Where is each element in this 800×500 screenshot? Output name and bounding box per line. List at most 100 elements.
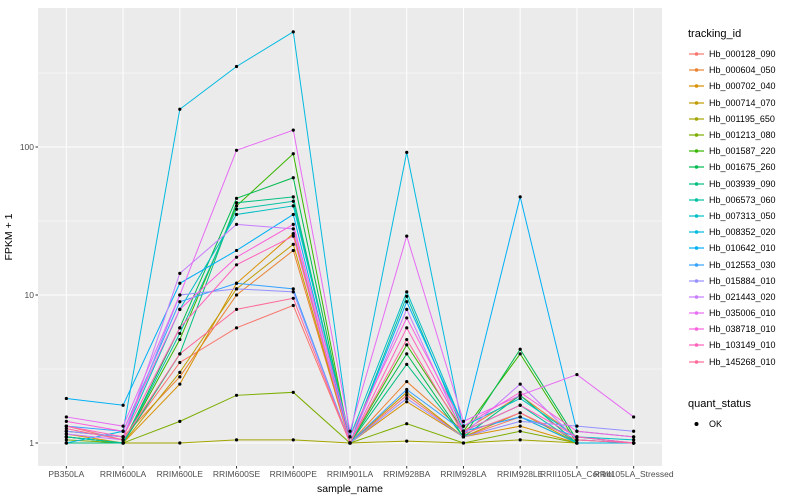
- data-point: [64, 419, 68, 423]
- legend-item-label: Hb_103149_010: [709, 340, 776, 351]
- legend-item-label: Hb_038718_010: [709, 324, 776, 335]
- legend-item: Hb_003939_090: [688, 176, 798, 192]
- colored-line-key-icon: [688, 177, 705, 191]
- data-point: [64, 441, 68, 445]
- data-point: [405, 422, 409, 426]
- data-point: [575, 424, 579, 428]
- colored-line-key-icon: [688, 290, 705, 304]
- data-point: [121, 441, 125, 445]
- colored-line-key-icon: [688, 47, 705, 61]
- data-point: [632, 438, 636, 442]
- data-point: [178, 337, 182, 342]
- data-point: [461, 424, 466, 428]
- legend-item-label: OK: [709, 419, 723, 430]
- data-point: [575, 429, 579, 433]
- legend-item-list: Hb_000128_090 Hb_000604_050 Hb_000702_040 H…: [688, 46, 798, 370]
- data-point: [632, 415, 636, 419]
- data-point: [291, 212, 295, 217]
- legend-title-quant-status: quant_status: [688, 398, 751, 410]
- data-point: [348, 441, 352, 445]
- data-point: [291, 227, 295, 231]
- colored-line-key-icon: [688, 79, 705, 93]
- data-point: [518, 382, 522, 386]
- data-point: [64, 438, 68, 442]
- legend-item: Hb_000714_070: [688, 95, 798, 111]
- colored-line-key-icon: [688, 209, 705, 223]
- data-point: [178, 352, 182, 356]
- data-point: [291, 176, 295, 180]
- data-point: [291, 152, 295, 156]
- data-point: [518, 424, 522, 428]
- legend-item: Hb_007313_050: [688, 208, 798, 224]
- x-tick-label: RRIM600LE: [157, 469, 204, 479]
- y-tick-label: 10: [25, 290, 35, 300]
- legend-item-label: Hb_012553_030: [709, 259, 776, 270]
- x-tick-label: RRIM928LE: [497, 469, 544, 479]
- data-point: [178, 382, 182, 386]
- data-point: [234, 326, 239, 330]
- data-point: [291, 128, 295, 132]
- data-point: [405, 352, 409, 356]
- legend-item: Hb_145268_010: [688, 354, 798, 370]
- data-point: [291, 222, 295, 226]
- legend-item: Hb_000702_040: [688, 78, 798, 94]
- data-point: [518, 195, 522, 199]
- legend-item: Hb_008352_020: [688, 224, 798, 240]
- data-point: [405, 337, 409, 342]
- x-axis-title: sample_name: [317, 483, 383, 495]
- data-point: [291, 287, 295, 291]
- legend-item: Hb_000128_090: [688, 46, 798, 62]
- legend-item: Hb_021443_020: [688, 289, 798, 305]
- data-point: [234, 281, 239, 285]
- data-point: [234, 438, 239, 442]
- data-point: [518, 438, 522, 442]
- data-point: [518, 393, 522, 397]
- legend-item-label: Hb_003939_090: [709, 178, 776, 189]
- legend-item-label: Hb_010642_010: [709, 243, 776, 254]
- data-point: [405, 387, 409, 392]
- data-point: [405, 294, 409, 298]
- data-point: [234, 196, 239, 200]
- colored-line-key-icon: [688, 355, 705, 369]
- data-point: [291, 242, 295, 246]
- colored-line-key-icon: [688, 225, 705, 239]
- data-point: [234, 64, 239, 69]
- data-point: [291, 234, 295, 238]
- legend-item: Hb_006573_060: [688, 192, 798, 208]
- data-point: [632, 435, 636, 439]
- data-point: [632, 429, 636, 433]
- data-point: [234, 212, 239, 217]
- data-point: [178, 293, 182, 297]
- data-point: [178, 271, 182, 275]
- legend-item-label: Hb_007313_050: [709, 210, 776, 221]
- data-point: [178, 326, 182, 330]
- data-point: [461, 435, 466, 439]
- data-points: [64, 30, 636, 445]
- legend-item: Hb_103149_010: [688, 337, 798, 353]
- data-point: [461, 419, 466, 423]
- x-tick-label: RRIM928BA: [383, 469, 431, 479]
- data-point: [64, 396, 68, 401]
- data-point: [64, 424, 68, 428]
- data-point: [64, 435, 68, 439]
- colored-line-key-icon: [688, 96, 705, 110]
- data-point: [234, 293, 239, 297]
- data-point: [348, 429, 352, 433]
- data-point: [178, 370, 182, 374]
- data-point: [234, 255, 239, 259]
- data-point: [234, 207, 239, 211]
- legend-item-label: Hb_000714_070: [709, 97, 776, 108]
- data-point: [178, 375, 182, 379]
- data-point: [178, 331, 182, 336]
- data-point: [178, 307, 182, 311]
- data-point: [291, 390, 295, 394]
- data-point: [121, 429, 125, 433]
- data-point: [291, 30, 295, 34]
- data-point: [121, 403, 125, 407]
- data-point: [575, 372, 579, 377]
- data-point: [291, 303, 295, 308]
- data-point: [405, 390, 409, 394]
- data-point: [405, 400, 409, 404]
- data-point: [405, 316, 409, 320]
